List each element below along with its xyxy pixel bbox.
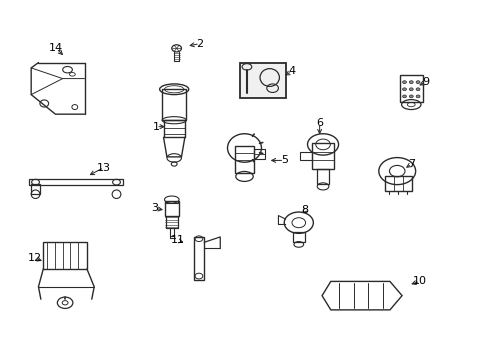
Ellipse shape	[415, 81, 419, 84]
Bar	[31, 184, 40, 194]
Text: 9: 9	[421, 77, 428, 87]
Bar	[317, 168, 328, 184]
Bar	[163, 120, 184, 137]
Text: 2: 2	[196, 39, 203, 49]
Bar	[43, 242, 87, 269]
Ellipse shape	[402, 88, 406, 91]
Bar	[29, 179, 123, 185]
Bar	[164, 201, 179, 216]
Bar	[239, 63, 285, 98]
Text: 13: 13	[97, 163, 111, 172]
Bar	[292, 232, 304, 242]
Text: 1: 1	[152, 122, 160, 132]
Text: 3: 3	[151, 203, 158, 213]
Bar	[399, 75, 422, 102]
Bar	[385, 176, 411, 191]
Text: 6: 6	[316, 118, 323, 128]
Text: 11: 11	[170, 235, 184, 246]
Text: 14: 14	[49, 43, 63, 53]
Text: 8: 8	[301, 205, 308, 215]
Ellipse shape	[408, 88, 412, 91]
Text: 4: 4	[288, 67, 295, 76]
Bar	[193, 237, 204, 280]
Bar	[162, 89, 186, 120]
Ellipse shape	[415, 88, 419, 91]
Text: 5: 5	[280, 156, 287, 166]
Text: 10: 10	[412, 276, 426, 287]
Ellipse shape	[402, 81, 406, 84]
Bar	[312, 143, 333, 169]
Bar	[254, 149, 264, 159]
Ellipse shape	[408, 95, 412, 98]
Text: 7: 7	[407, 159, 414, 169]
Ellipse shape	[408, 81, 412, 84]
Ellipse shape	[415, 95, 419, 98]
Bar	[300, 152, 312, 161]
Text: 12: 12	[28, 253, 42, 263]
Ellipse shape	[402, 95, 406, 98]
Bar	[234, 146, 254, 173]
